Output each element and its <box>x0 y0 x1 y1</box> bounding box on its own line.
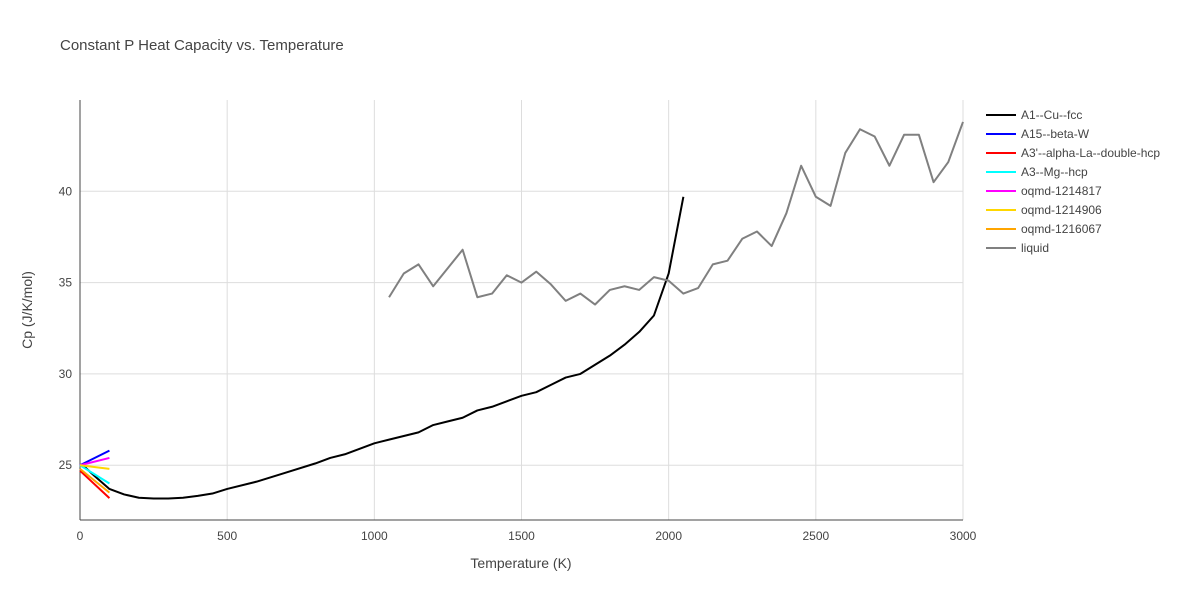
x-tick-label: 3000 <box>950 529 977 543</box>
series-line <box>79 469 111 499</box>
legend-label: A3'--alpha-La--double-hcp <box>1021 146 1160 160</box>
y-tick-label: 30 <box>59 367 73 381</box>
y-tick-label: 35 <box>59 276 73 290</box>
legend-item[interactable]: oqmd-1214817 <box>986 184 1102 198</box>
legend-item[interactable]: A3--Mg--hcp <box>986 165 1088 179</box>
legend-item[interactable]: oqmd-1216067 <box>986 222 1102 236</box>
series-line <box>79 464 110 470</box>
y-tick-label: 25 <box>59 458 73 472</box>
legend: A1--Cu--fcc A15--beta-W A3'--alpha-La--dou… <box>986 108 1160 255</box>
legend-label: liquid <box>1021 241 1049 255</box>
x-tick-label: 2500 <box>802 529 829 543</box>
y-tick-label: 40 <box>59 184 73 198</box>
legend-item[interactable]: liquid <box>986 241 1049 255</box>
series-line <box>79 456 110 467</box>
legend-label: oqmd-1214906 <box>1021 203 1102 217</box>
legend-label: A3--Mg--hcp <box>1021 165 1088 179</box>
series-group <box>79 121 964 500</box>
axes: 0 500 1000 1500 2000 2500 3000 25 30 35 40 <box>59 100 977 543</box>
series-line <box>79 449 110 467</box>
series-line <box>82 196 685 500</box>
legend-label: oqmd-1216067 <box>1021 222 1102 236</box>
x-axis-title: Temperature (K) <box>470 555 571 571</box>
series-line <box>79 464 110 485</box>
legend-item[interactable]: A15--beta-W <box>986 127 1090 141</box>
chart-title: Constant P Heat Capacity vs. Temperature <box>60 37 344 54</box>
x-tick-label: 1000 <box>361 529 388 543</box>
series-line <box>388 121 964 306</box>
legend-label: A15--beta-W <box>1021 127 1090 141</box>
series-line <box>79 468 111 494</box>
y-axis-title: Cp (J/K/mol) <box>19 271 35 349</box>
x-tick-label: 1500 <box>508 529 535 543</box>
x-tick-label: 0 <box>77 529 84 543</box>
legend-label: oqmd-1214817 <box>1021 184 1102 198</box>
legend-label: A1--Cu--fcc <box>1021 108 1082 122</box>
grid <box>80 100 964 520</box>
x-tick-label: 500 <box>217 529 237 543</box>
legend-item[interactable]: A1--Cu--fcc <box>986 108 1082 122</box>
legend-item[interactable]: oqmd-1214906 <box>986 203 1102 217</box>
legend-item[interactable]: A3'--alpha-La--double-hcp <box>986 146 1160 160</box>
x-tick-label: 2000 <box>655 529 682 543</box>
